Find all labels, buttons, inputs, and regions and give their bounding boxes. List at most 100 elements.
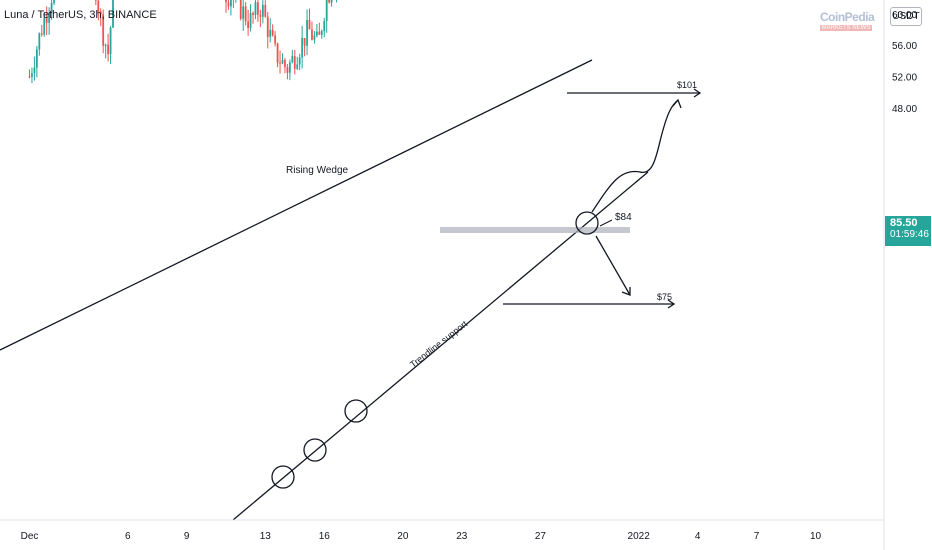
candle-body	[291, 56, 294, 63]
arrowhead	[667, 299, 676, 309]
candle-body	[274, 35, 277, 44]
candle-body	[296, 64, 299, 69]
candle-body	[104, 44, 107, 46]
x-tick-label: 10	[810, 531, 822, 542]
arrowhead	[672, 98, 682, 109]
candle-body	[31, 73, 33, 77]
candle-body	[320, 30, 323, 35]
x-tick-label: 13	[260, 531, 272, 542]
watermark-line2: MARKETS NEWS	[820, 25, 872, 31]
candle-body	[301, 37, 304, 58]
candle-body	[48, 12, 51, 23]
candle-body	[35, 49, 38, 68]
candle-body	[249, 13, 252, 29]
support-band	[440, 227, 630, 233]
candle-body	[99, 11, 102, 15]
candle-body	[269, 29, 272, 37]
x-tick-label: 7	[754, 531, 760, 542]
candle-body	[259, 14, 262, 17]
candle-body	[257, 2, 259, 15]
candle-body	[107, 44, 109, 55]
touch-circle	[303, 438, 327, 462]
x-tick-label: 9	[184, 531, 190, 542]
candle-body	[227, 2, 230, 7]
candle-body	[293, 56, 296, 69]
candle-body	[247, 21, 250, 29]
candle-body	[323, 21, 326, 31]
candle-body	[244, 6, 247, 22]
target-75-label: $75	[657, 292, 672, 302]
drawings: Rising Wedge Trendline support $84 $101 $75	[0, 59, 702, 521]
watermark-line1: CoinPedia	[820, 10, 875, 24]
level-84-label: $84	[615, 212, 632, 223]
touch-circle	[344, 399, 368, 423]
candle-body	[254, 2, 257, 15]
y-tick-label: 56.00	[892, 41, 917, 52]
x-tick-label: 23	[456, 531, 468, 542]
touch-circle	[575, 211, 599, 235]
candle-body	[308, 20, 311, 30]
arrowhead	[693, 88, 702, 98]
x-tick-label: 6	[125, 531, 131, 542]
candle-body	[230, 0, 232, 7]
candle-body	[43, 18, 46, 35]
candle-body	[286, 67, 289, 73]
wedge-upper-line	[0, 59, 593, 351]
candle-body	[271, 29, 274, 36]
candle-body	[94, 0, 97, 1]
candle-body	[33, 67, 36, 74]
candle-body	[303, 37, 306, 46]
candle-body	[276, 43, 279, 63]
candle-body	[281, 59, 284, 64]
candle-body	[264, 4, 267, 17]
level-84-connector	[599, 219, 613, 227]
candle-body	[315, 31, 318, 36]
candle-body	[318, 31, 321, 35]
candle-body	[53, 0, 55, 3]
target-101-label: $101	[677, 80, 697, 90]
chart-title: Luna / TetherUS, 3h, BINANCE	[4, 9, 157, 21]
candle-body	[313, 35, 316, 40]
x-tick-label: 20	[397, 531, 409, 542]
x-tick-label: 16	[319, 531, 331, 542]
candle-body	[325, 0, 328, 22]
candle-body	[242, 6, 245, 19]
watermark-logo: CoinPedia MARKETS NEWS	[820, 10, 875, 31]
candle-body	[252, 13, 254, 15]
trendline-support-label: Trendline support	[408, 318, 469, 369]
candle-body	[102, 14, 105, 46]
candle-body	[306, 20, 308, 46]
candle-body	[45, 18, 48, 23]
bullish-projection-curve	[591, 99, 679, 213]
x-tick-label: 2022	[628, 531, 651, 542]
candles	[28, 0, 338, 84]
candle-body	[330, 0, 333, 3]
x-tick-label: 27	[535, 531, 547, 542]
candle-body	[109, 27, 112, 55]
candle-body	[225, 0, 227, 3]
candle-body	[279, 62, 281, 64]
candle-body	[284, 59, 286, 68]
candle-body	[40, 33, 43, 35]
y-tick-label: 52.00	[892, 73, 917, 84]
y-tick-label: 48.00	[892, 104, 917, 115]
current-price: 85.50	[890, 217, 918, 229]
y-tick-label: 60.00	[892, 10, 917, 21]
currency-button[interactable]: USDT	[890, 7, 922, 26]
current-price-tag: 85.50 01:59:46	[885, 216, 931, 246]
x-tick-label: 4	[695, 531, 701, 542]
x-tick-label: Dec	[21, 531, 39, 542]
touch-circle	[271, 465, 295, 489]
bar-countdown: 01:59:46	[890, 229, 929, 240]
candle-body	[328, 0, 331, 3]
candle-body	[298, 57, 301, 65]
candle-body	[266, 16, 269, 37]
candle-body	[50, 2, 53, 13]
candle-body	[261, 4, 264, 17]
candle-body	[311, 29, 313, 40]
candle-body	[239, 0, 242, 19]
arrowhead	[621, 287, 631, 296]
rising-wedge-label: Rising Wedge	[286, 165, 349, 176]
